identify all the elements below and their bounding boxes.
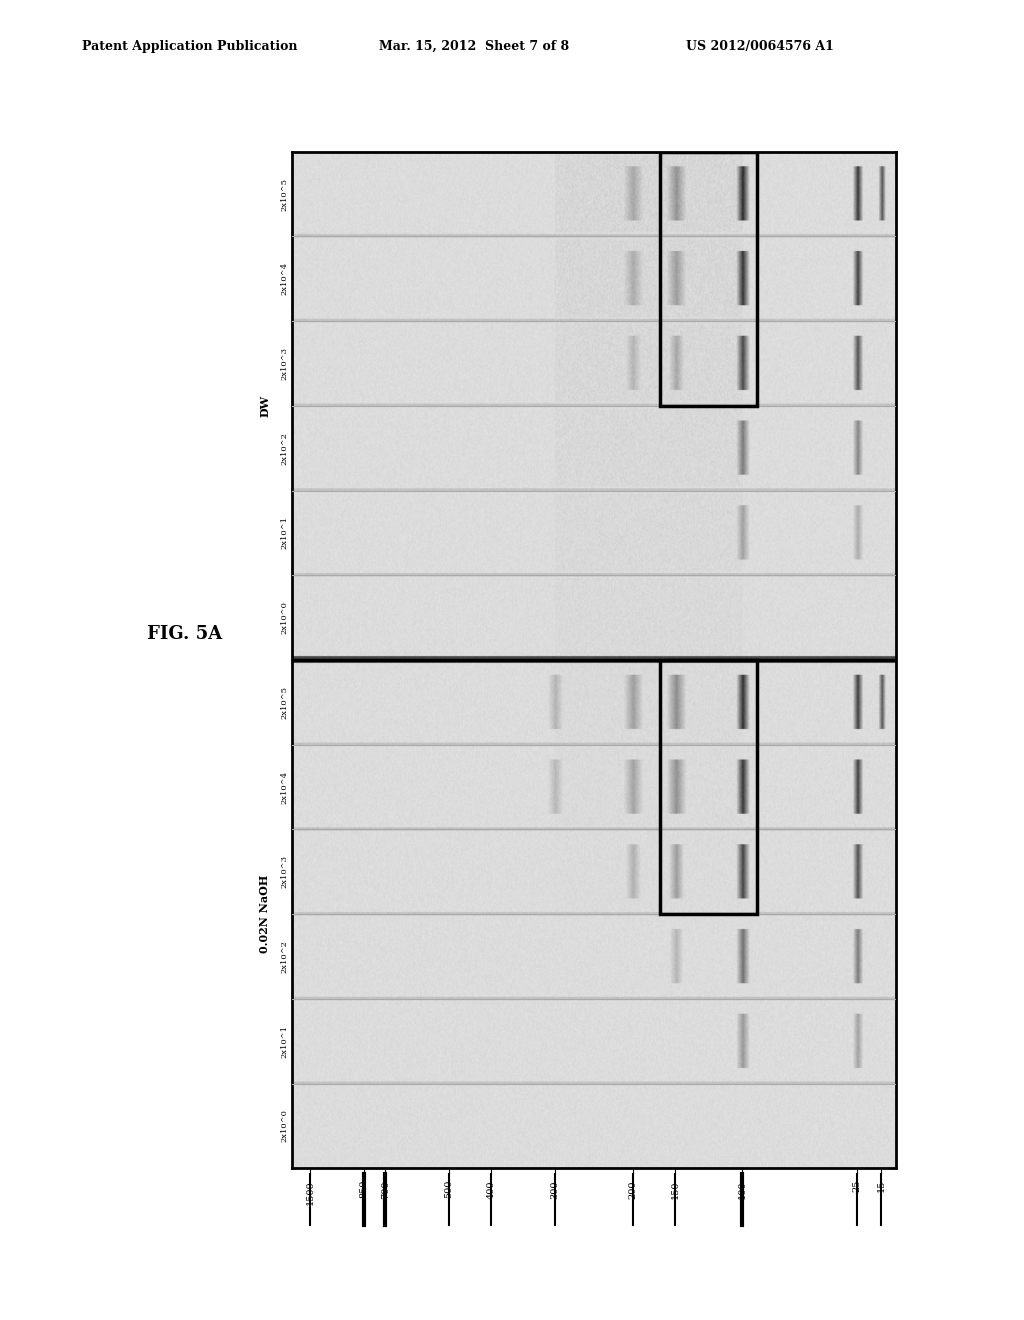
Text: 2x10^2: 2x10^2 bbox=[281, 432, 289, 465]
Bar bbox=[660, 660, 757, 913]
Text: 2x10^0: 2x10^0 bbox=[281, 1109, 289, 1142]
Text: 2x10^1: 2x10^1 bbox=[281, 1024, 289, 1057]
Text: 2x10^1: 2x10^1 bbox=[281, 516, 289, 549]
Bar bbox=[660, 152, 757, 407]
Text: 2x10^3: 2x10^3 bbox=[281, 855, 289, 888]
Text: 2x10^2: 2x10^2 bbox=[281, 940, 289, 973]
Text: 2x10^0: 2x10^0 bbox=[281, 601, 289, 634]
Text: Mar. 15, 2012  Sheet 7 of 8: Mar. 15, 2012 Sheet 7 of 8 bbox=[379, 40, 569, 53]
Text: FIG. 5A: FIG. 5A bbox=[146, 624, 222, 643]
Text: 2x10^4: 2x10^4 bbox=[281, 263, 289, 296]
Text: Patent Application Publication: Patent Application Publication bbox=[82, 40, 297, 53]
Text: 2x10^3: 2x10^3 bbox=[281, 347, 289, 380]
Text: 0.02N NaOH: 0.02N NaOH bbox=[259, 875, 270, 953]
Text: 2x10^4: 2x10^4 bbox=[281, 771, 289, 804]
Text: DW: DW bbox=[259, 395, 270, 417]
Text: 2x10^5: 2x10^5 bbox=[281, 686, 289, 719]
Text: US 2012/0064576 A1: US 2012/0064576 A1 bbox=[686, 40, 834, 53]
Text: 2x10^5: 2x10^5 bbox=[281, 178, 289, 211]
